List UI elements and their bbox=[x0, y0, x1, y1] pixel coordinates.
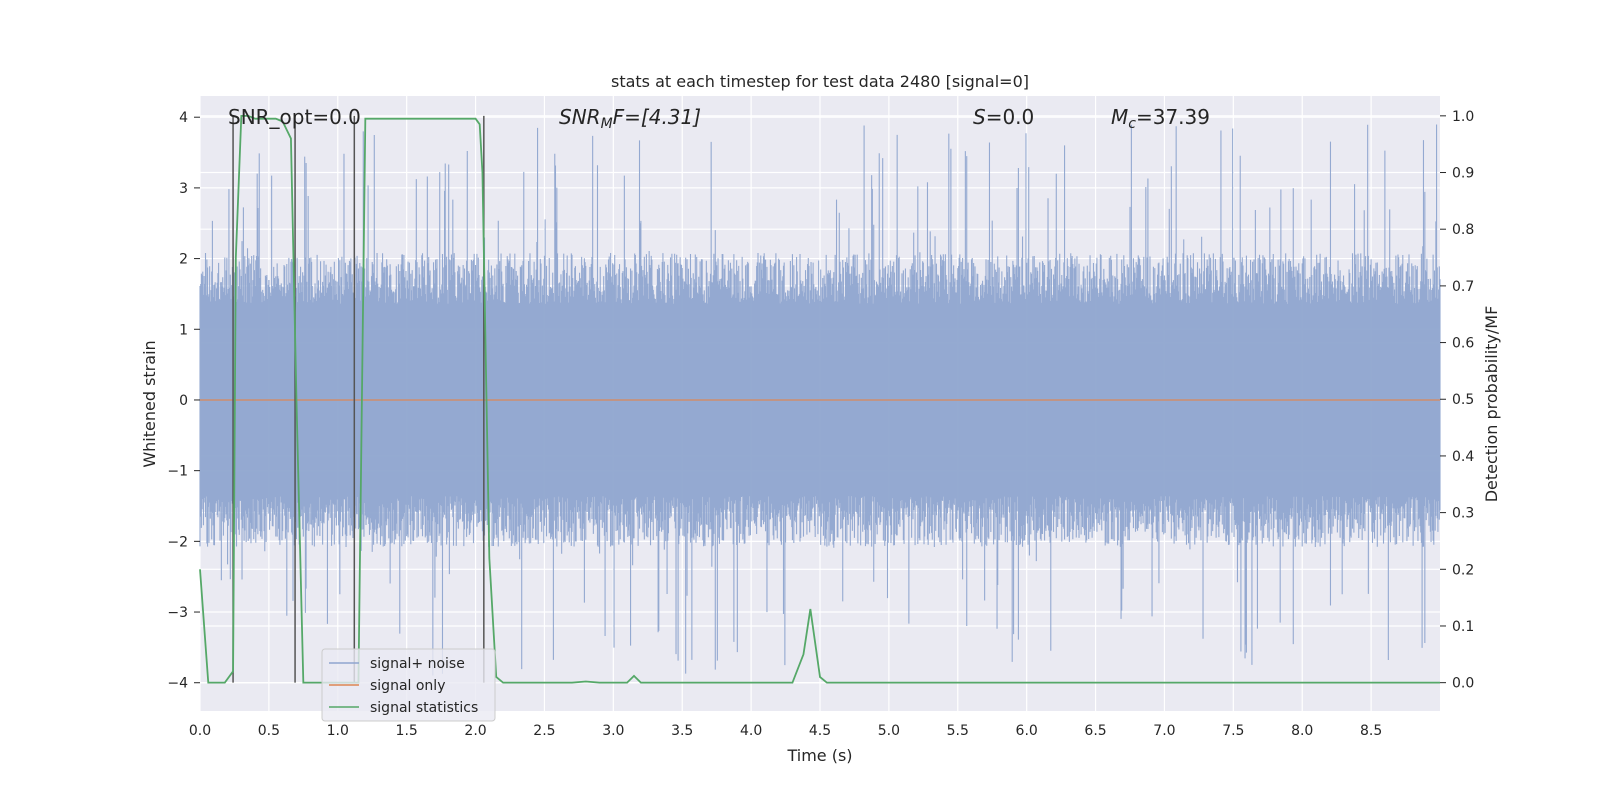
legend-box bbox=[321, 648, 496, 722]
legend-label-signal-noise: signal+ noise bbox=[370, 656, 465, 672]
annotation-mc-label: M bbox=[1111, 105, 1128, 129]
series-signal-statistics bbox=[199, 114, 1440, 684]
y2-tick-label: 0.8 bbox=[1452, 222, 1474, 238]
y2-tick-label: 0.2 bbox=[1452, 562, 1474, 578]
x-tick-label: 8.0 bbox=[1291, 723, 1313, 739]
x-tick-label: 8.5 bbox=[1360, 723, 1382, 739]
x-tick-label: 1.0 bbox=[327, 723, 349, 739]
noise-path bbox=[199, 124, 1441, 676]
y2-tick-label: 0.7 bbox=[1452, 279, 1474, 295]
annotation-snr-opt: SNR_opt=0.0 bbox=[228, 105, 361, 129]
annotation-snr-mf-sub: M bbox=[601, 116, 613, 132]
x-axis-ticks: 0.0 0.5 1.0 1.5 2.0 2.5 3.0 3.5 4.0 4.5 5.0 5.5 6.0 6… bbox=[189, 723, 1382, 739]
x-tick-label: 4.0 bbox=[740, 723, 762, 739]
annotation-s-value: =0.0 bbox=[986, 105, 1035, 129]
annotation-mc-sub: c bbox=[1128, 116, 1136, 132]
y-tick-label: −4 bbox=[167, 676, 188, 692]
y-axis-label: Whitened strain bbox=[140, 340, 159, 467]
x-tick-label: 3.5 bbox=[671, 723, 693, 739]
y-tick-label: 4 bbox=[179, 110, 188, 126]
x-tick-label: 6.0 bbox=[1016, 723, 1038, 739]
x-tick-label: 2.0 bbox=[464, 723, 486, 739]
chart-title: stats at each timestep for test data 248… bbox=[611, 72, 1029, 91]
annotation-s: S=0.0 bbox=[973, 105, 1034, 129]
y-tick-label: 1 bbox=[179, 322, 188, 338]
legend: signal+ noise signal only signal statist… bbox=[321, 648, 496, 722]
y-axis-ticks: 4 3 2 1 0 −1 −2 −3 −4 bbox=[167, 110, 200, 692]
y2-tick-label: 0.0 bbox=[1452, 676, 1474, 692]
y2-tick-label: 0.5 bbox=[1452, 392, 1474, 408]
x-tick-label: 0.0 bbox=[189, 723, 211, 739]
annotation-snr-mf-base: SNR bbox=[559, 105, 601, 129]
y-tick-label: −2 bbox=[167, 534, 188, 550]
y-tick-label: 3 bbox=[179, 181, 188, 197]
y-tick-label: 0 bbox=[179, 393, 188, 409]
y-tick-label: −3 bbox=[167, 605, 188, 621]
annotation-mc: Mc=37.39 bbox=[1111, 105, 1210, 132]
x-tick-label: 1.5 bbox=[396, 723, 418, 739]
y2-tick-label: 0.1 bbox=[1452, 619, 1474, 635]
annotation-snr-mf-rest: F=[4.31] bbox=[613, 105, 701, 129]
y2-axis-label: Detection probability/MF bbox=[1482, 306, 1501, 503]
y2-tick-label: 0.3 bbox=[1452, 506, 1474, 522]
x-tick-label: 2.5 bbox=[533, 723, 555, 739]
x-axis-label: Time (s) bbox=[786, 746, 852, 765]
x-tick-label: 7.0 bbox=[1153, 723, 1175, 739]
legend-label-signal-statistics: signal statistics bbox=[370, 700, 478, 716]
legend-label-signal-only: signal only bbox=[370, 678, 445, 694]
x-tick-label: 6.5 bbox=[1084, 723, 1106, 739]
y2-axis-ticks: 1.0 0.9 0.8 0.7 0.6 0.5 0.4 0.3 0.2 0.1 0.0 bbox=[1440, 109, 1474, 692]
annotation-mc-value: =37.39 bbox=[1136, 105, 1210, 129]
x-tick-label: 5.5 bbox=[947, 723, 969, 739]
statistics-line bbox=[199, 114, 1440, 684]
y-tick-label: 2 bbox=[179, 252, 188, 268]
series-signal-noise bbox=[199, 124, 1441, 676]
x-tick-label: 5.0 bbox=[878, 723, 900, 739]
x-tick-label: 7.5 bbox=[1222, 723, 1244, 739]
annotation-snr-mf: SNRMF=[4.31] bbox=[559, 105, 701, 132]
y2-tick-label: 0.4 bbox=[1452, 449, 1474, 465]
y2-tick-label: 1.0 bbox=[1452, 109, 1474, 125]
x-tick-label: 4.5 bbox=[809, 723, 831, 739]
x-tick-label: 0.5 bbox=[258, 723, 280, 739]
x-tick-label: 3.0 bbox=[602, 723, 624, 739]
y-tick-label: −1 bbox=[167, 464, 188, 480]
annotation-s-label: S bbox=[973, 105, 986, 129]
y2-tick-label: 0.9 bbox=[1452, 166, 1474, 182]
y2-tick-label: 0.6 bbox=[1452, 336, 1474, 352]
